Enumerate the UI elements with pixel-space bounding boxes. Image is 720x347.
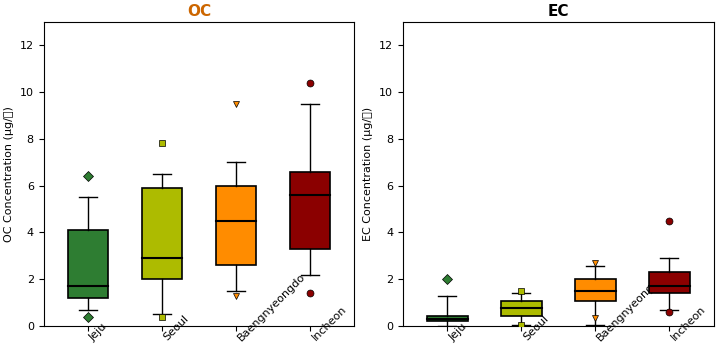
Y-axis label: OC Concentration (μg/㎥): OC Concentration (μg/㎥) — [4, 106, 14, 242]
Bar — [427, 316, 467, 321]
Bar — [575, 279, 616, 302]
Bar — [289, 171, 330, 249]
Y-axis label: EC Concentration (μg/㎥): EC Concentration (μg/㎥) — [364, 107, 374, 241]
Bar — [142, 188, 182, 279]
Title: OC: OC — [187, 4, 211, 19]
Title: EC: EC — [547, 4, 569, 19]
Bar — [68, 230, 108, 298]
Bar — [649, 272, 690, 293]
Bar — [215, 186, 256, 265]
Bar — [501, 302, 541, 315]
